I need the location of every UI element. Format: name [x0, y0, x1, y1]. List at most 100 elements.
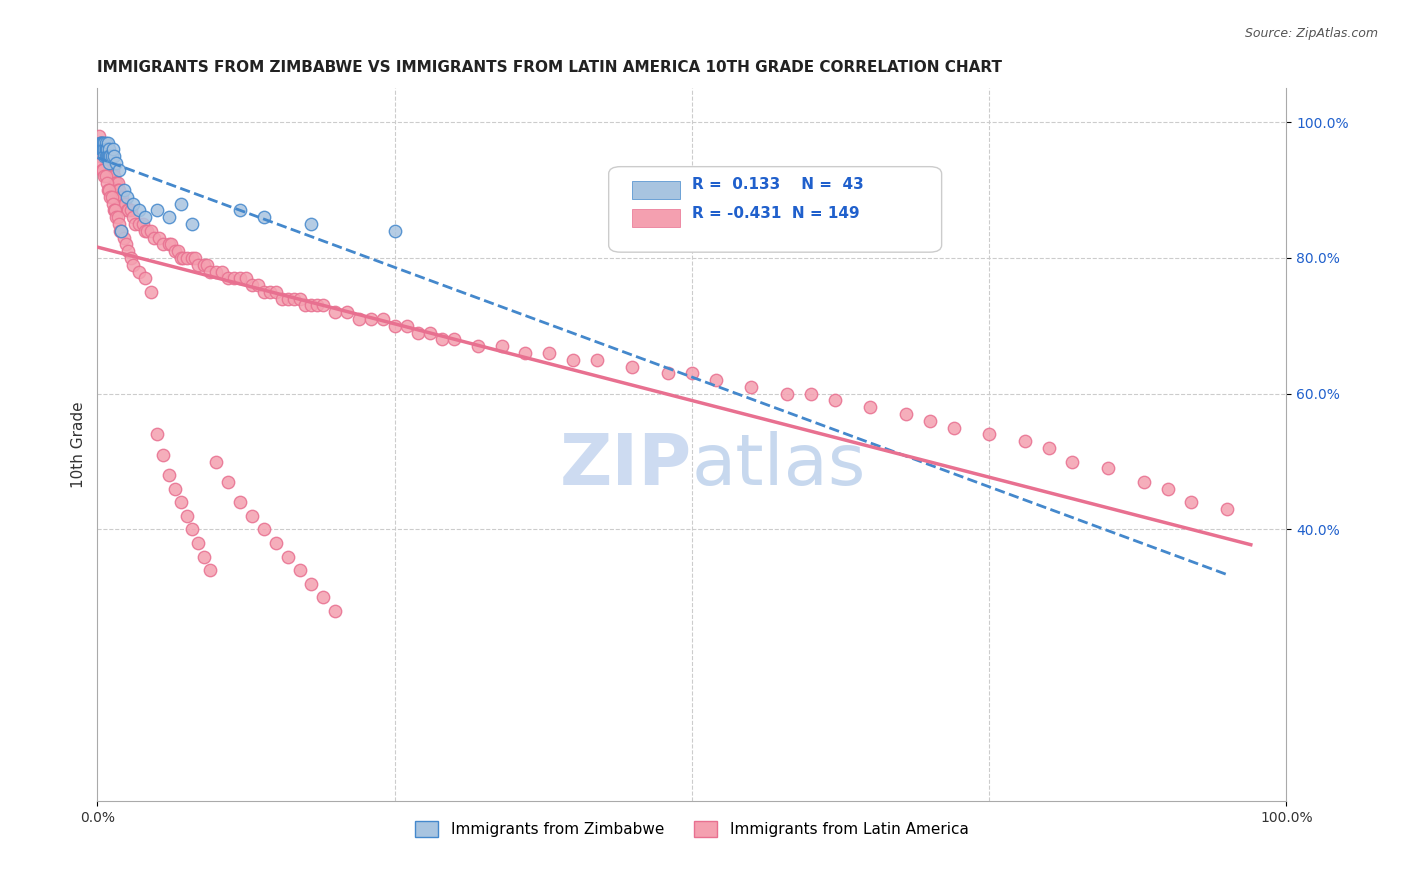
Point — [143, 230, 166, 244]
Point — [824, 393, 846, 408]
Point — [117, 203, 139, 218]
Point — [139, 224, 162, 238]
Point — [193, 258, 215, 272]
Point — [408, 326, 430, 340]
Point — [97, 149, 120, 163]
Point — [193, 549, 215, 564]
FancyBboxPatch shape — [609, 167, 942, 252]
Point — [299, 576, 322, 591]
Point — [104, 203, 127, 218]
Point — [169, 196, 191, 211]
Point — [89, 136, 111, 150]
Point — [1132, 475, 1154, 489]
Point — [100, 162, 122, 177]
Point — [229, 271, 252, 285]
Point — [108, 190, 131, 204]
Point — [97, 136, 120, 150]
Point — [93, 149, 115, 163]
Point — [942, 420, 965, 434]
Point — [264, 536, 287, 550]
Point — [98, 149, 121, 163]
Point — [217, 475, 239, 489]
Point — [146, 203, 169, 218]
Point — [859, 401, 882, 415]
Point — [229, 495, 252, 509]
Point — [105, 176, 128, 190]
Point — [110, 224, 132, 238]
Point — [336, 305, 359, 319]
Point — [1180, 495, 1202, 509]
Point — [101, 196, 124, 211]
Text: IMMIGRANTS FROM ZIMBABWE VS IMMIGRANTS FROM LATIN AMERICA 10TH GRADE CORRELATION: IMMIGRANTS FROM ZIMBABWE VS IMMIGRANTS F… — [97, 60, 1002, 75]
Point — [253, 285, 276, 299]
Point — [128, 264, 150, 278]
Point — [94, 142, 117, 156]
Text: atlas: atlas — [692, 432, 866, 500]
Point — [371, 312, 394, 326]
Point — [1014, 434, 1036, 449]
Point — [681, 367, 703, 381]
Text: R = -0.431  N = 149: R = -0.431 N = 149 — [692, 206, 859, 221]
Text: Source: ZipAtlas.com: Source: ZipAtlas.com — [1244, 27, 1378, 40]
Point — [148, 230, 170, 244]
Point — [120, 251, 142, 265]
Point — [240, 508, 263, 523]
Point — [1097, 461, 1119, 475]
Point — [585, 352, 607, 367]
Point — [217, 271, 239, 285]
Point — [96, 149, 118, 163]
Point — [104, 176, 127, 190]
Point — [277, 292, 299, 306]
Point — [395, 318, 418, 333]
Point — [91, 142, 114, 156]
Point — [115, 203, 138, 218]
Point — [117, 244, 139, 259]
Point — [103, 149, 125, 163]
Text: ZIP: ZIP — [560, 432, 692, 500]
Point — [94, 156, 117, 170]
Point — [146, 427, 169, 442]
Point — [432, 332, 454, 346]
Point — [110, 224, 132, 238]
Point — [467, 339, 489, 353]
Point — [115, 237, 138, 252]
Point — [704, 373, 727, 387]
Point — [187, 258, 209, 272]
Point — [979, 427, 1001, 442]
Point — [562, 352, 585, 367]
Point — [90, 136, 112, 150]
Point — [96, 142, 118, 156]
Point — [128, 217, 150, 231]
Point — [224, 271, 246, 285]
Point — [195, 258, 218, 272]
Point — [91, 136, 114, 150]
Point — [246, 278, 269, 293]
Point — [131, 217, 153, 231]
Point — [103, 203, 125, 218]
Point — [104, 176, 127, 190]
Point — [94, 142, 117, 156]
Point — [894, 407, 917, 421]
Point — [91, 136, 114, 150]
Point — [100, 162, 122, 177]
Point — [107, 176, 129, 190]
Point — [136, 224, 159, 238]
Point — [107, 217, 129, 231]
Point — [169, 251, 191, 265]
Point — [152, 237, 174, 252]
Point — [800, 386, 823, 401]
Point — [112, 230, 135, 244]
Point — [112, 196, 135, 211]
Point — [176, 508, 198, 523]
Point — [91, 142, 114, 156]
Point — [89, 149, 111, 163]
Text: R =  0.133    N =  43: R = 0.133 N = 43 — [692, 178, 863, 193]
Point — [105, 183, 128, 197]
Point — [124, 217, 146, 231]
Point — [107, 211, 129, 225]
Point — [96, 142, 118, 156]
Point — [152, 448, 174, 462]
Point — [538, 346, 561, 360]
Point — [294, 298, 316, 312]
Point — [515, 346, 537, 360]
